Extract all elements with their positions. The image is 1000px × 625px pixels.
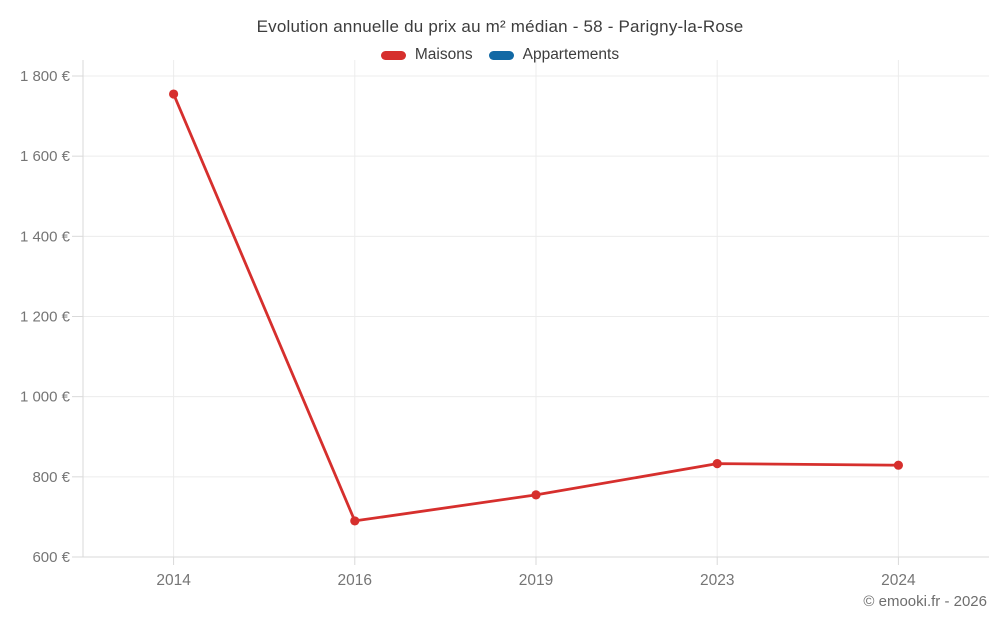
- x-tick-label: 2023: [700, 572, 734, 589]
- y-tick-label: 800 €: [32, 469, 70, 486]
- x-tick-label: 2016: [338, 572, 372, 589]
- x-tick-label: 2024: [881, 572, 916, 589]
- x-tick-label: 2014: [156, 572, 191, 589]
- y-tick-label: 600 €: [32, 549, 70, 566]
- legend-item-maisons[interactable]: Maisons: [380, 46, 473, 64]
- data-point-maisons[interactable]: [893, 460, 904, 470]
- legend-swatch-maisons-icon: [380, 50, 406, 60]
- legend-swatch-appartements-icon: [488, 50, 514, 60]
- data-point-maisons[interactable]: [531, 490, 541, 500]
- data-point-maisons[interactable]: [712, 459, 722, 469]
- legend-label-maisons: Maisons: [414, 46, 473, 63]
- y-tick-label: 1 000 €: [20, 389, 71, 406]
- y-tick-label: 1 800 €: [20, 68, 71, 85]
- y-tick-label: 1 200 €: [20, 309, 71, 326]
- x-tick-label: 2019: [519, 572, 553, 589]
- chart-legend: Maisons Appartements: [0, 46, 1000, 64]
- data-point-maisons[interactable]: [350, 516, 360, 526]
- legend-label-appartements: Appartements: [522, 46, 620, 63]
- data-point-maisons[interactable]: [169, 89, 179, 99]
- y-tick-label: 1 600 €: [20, 148, 71, 165]
- copyright: © emooki.fr - 2026: [863, 593, 987, 610]
- y-tick-label: 1 400 €: [20, 228, 71, 245]
- legend-item-appartements[interactable]: Appartements: [488, 46, 620, 64]
- chart-title: Evolution annuelle du prix au m² médian …: [256, 17, 744, 36]
